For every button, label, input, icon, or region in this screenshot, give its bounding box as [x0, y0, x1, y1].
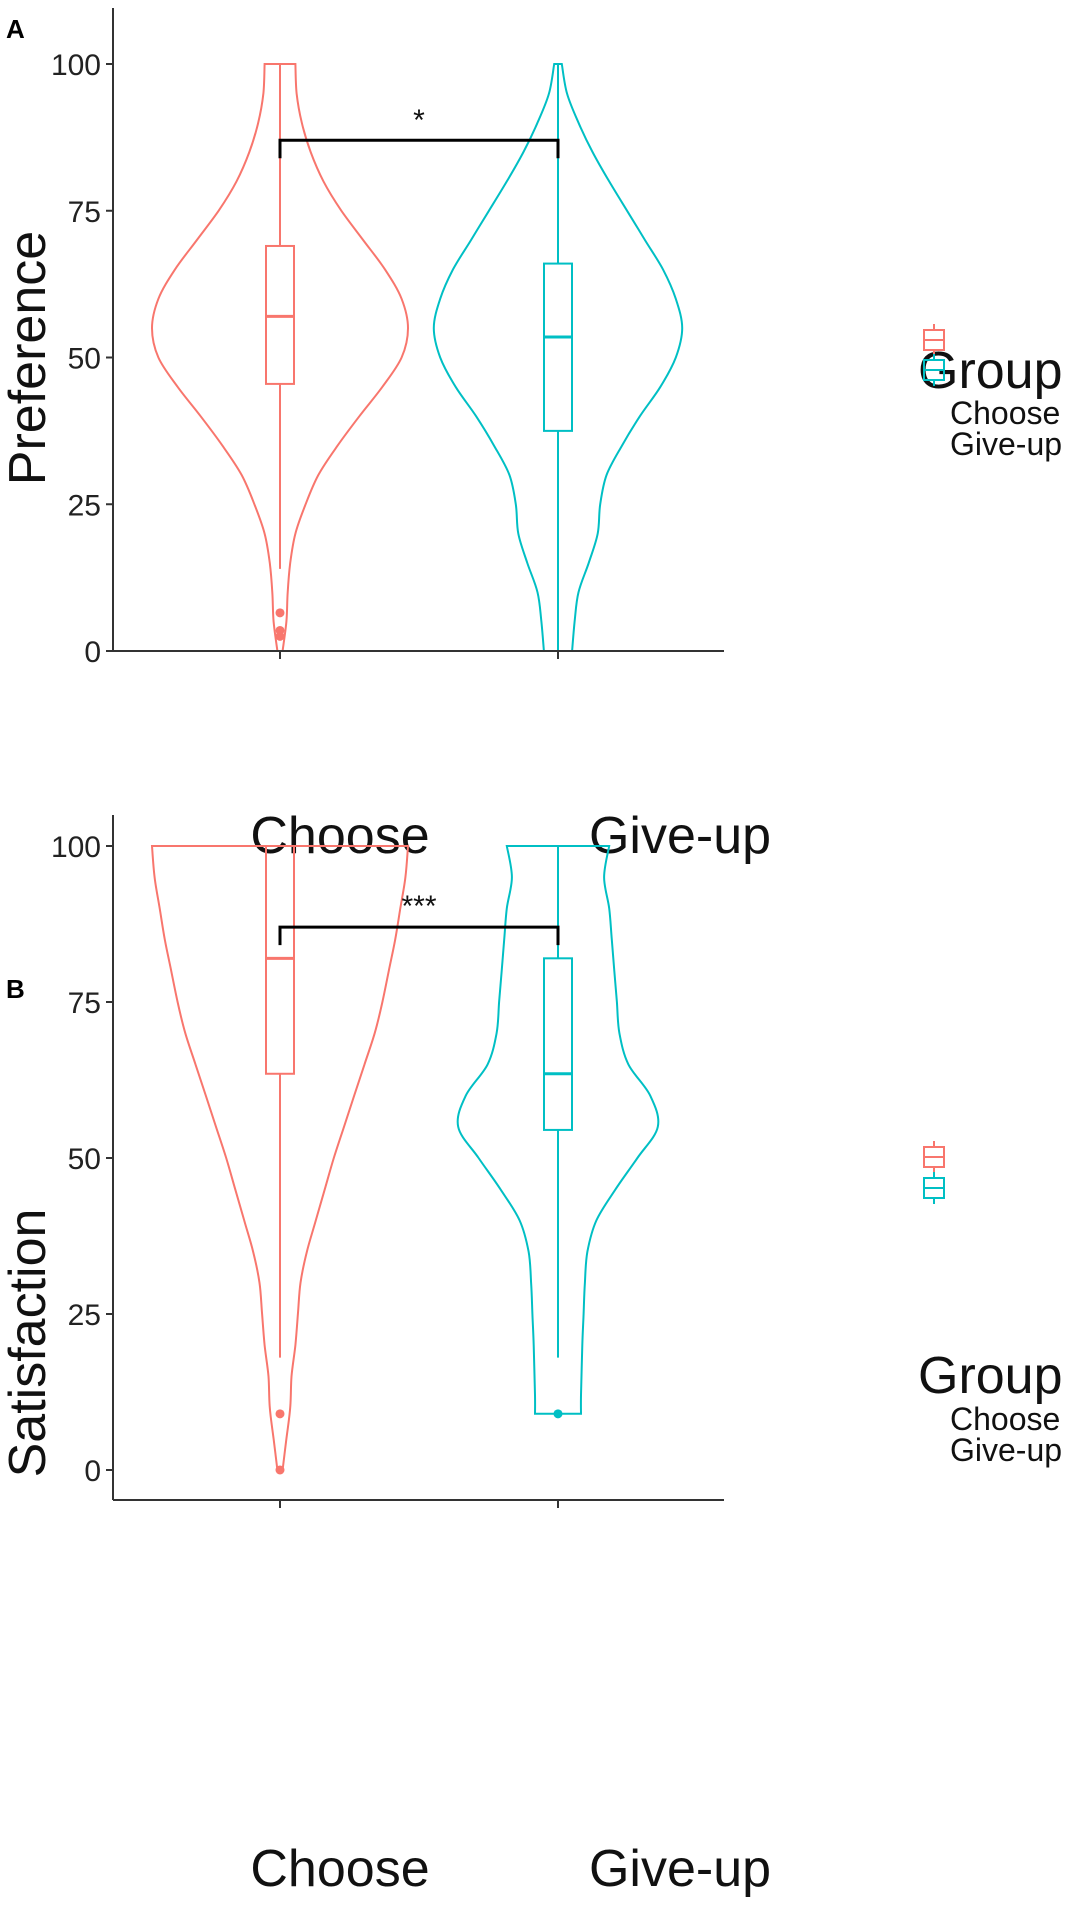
- x-axis: [113, 1499, 724, 1508]
- legend-key-giveup: [923, 354, 945, 386]
- violin-choose: [150, 845, 410, 1471]
- legend: Group Choose Give-up: [918, 1141, 1063, 1468]
- x-tick-label-choose: Choose: [250, 1840, 429, 1898]
- x-tick-label-giveup: Give-up: [589, 807, 771, 865]
- y-tick-label: 25: [68, 489, 101, 522]
- outliers: [275, 608, 285, 641]
- legend-key-choose: [923, 324, 945, 356]
- significance-label: *: [413, 104, 425, 137]
- significance-label: ***: [401, 890, 436, 923]
- box-choose: [265, 845, 295, 1075]
- box-give-up: [543, 957, 573, 1131]
- y-tick-label: 25: [68, 1299, 101, 1332]
- legend-label-giveup: Give-up: [950, 426, 1062, 462]
- legend-key-choose: [923, 1141, 945, 1173]
- boxplots: [265, 845, 573, 1358]
- box-give-up: [543, 262, 573, 432]
- legend-label-choose: Choose: [950, 395, 1060, 431]
- panel-a: A 0 25 50 75 100 * Preference Group Choose G…: [0, 8, 1063, 865]
- y-tick-label: 0: [84, 636, 101, 669]
- x-tick-label-choose: Choose: [250, 807, 429, 865]
- legend: Group Choose Give-up: [918, 324, 1063, 462]
- x-tick-label-giveup: Give-up: [589, 1840, 771, 1898]
- y-tick-label: 0: [84, 1455, 101, 1488]
- violin-choose: [150, 63, 410, 652]
- violins: [150, 845, 660, 1471]
- outlier-point: [275, 631, 285, 641]
- panel-letter: B: [6, 974, 25, 1004]
- x-axis: [113, 650, 724, 659]
- y-axis-title: Preference: [0, 231, 57, 485]
- panel-b: B 0 25 50 75 100 *** Satisfaction Group Choo…: [0, 815, 1063, 1898]
- outlier-point: [553, 1409, 563, 1419]
- y-tick-label: 100: [51, 49, 101, 82]
- boxplots: [265, 64, 573, 651]
- significance-bracket: [278, 925, 560, 946]
- outlier-point: [275, 1465, 285, 1475]
- bracket-line: [278, 138, 560, 159]
- y-tick-label: 50: [68, 343, 101, 376]
- y-tick-label: 75: [68, 987, 101, 1020]
- significance-bracket: [278, 138, 560, 159]
- violin-give-up: [456, 845, 660, 1415]
- panel-letter: A: [6, 14, 25, 44]
- outlier-point: [275, 608, 285, 618]
- outliers: [275, 1409, 563, 1475]
- legend-label-giveup: Give-up: [950, 1432, 1062, 1468]
- y-tick-label: 100: [51, 831, 101, 864]
- legend-label-choose: Choose: [950, 1401, 1060, 1437]
- legend-title: Group: [918, 1347, 1063, 1405]
- y-axis: 0 25 50 75 100: [51, 8, 114, 669]
- legend-key-giveup: [923, 1172, 945, 1204]
- bracket-line: [278, 925, 560, 946]
- y-axis-title: Satisfaction: [0, 1209, 57, 1478]
- y-tick-label: 75: [68, 196, 101, 229]
- y-axis: 0 25 50 75 100: [51, 815, 114, 1500]
- outlier-point: [275, 1409, 285, 1419]
- violins: [150, 63, 684, 652]
- violin-give-up: [432, 63, 684, 652]
- y-tick-label: 50: [68, 1143, 101, 1176]
